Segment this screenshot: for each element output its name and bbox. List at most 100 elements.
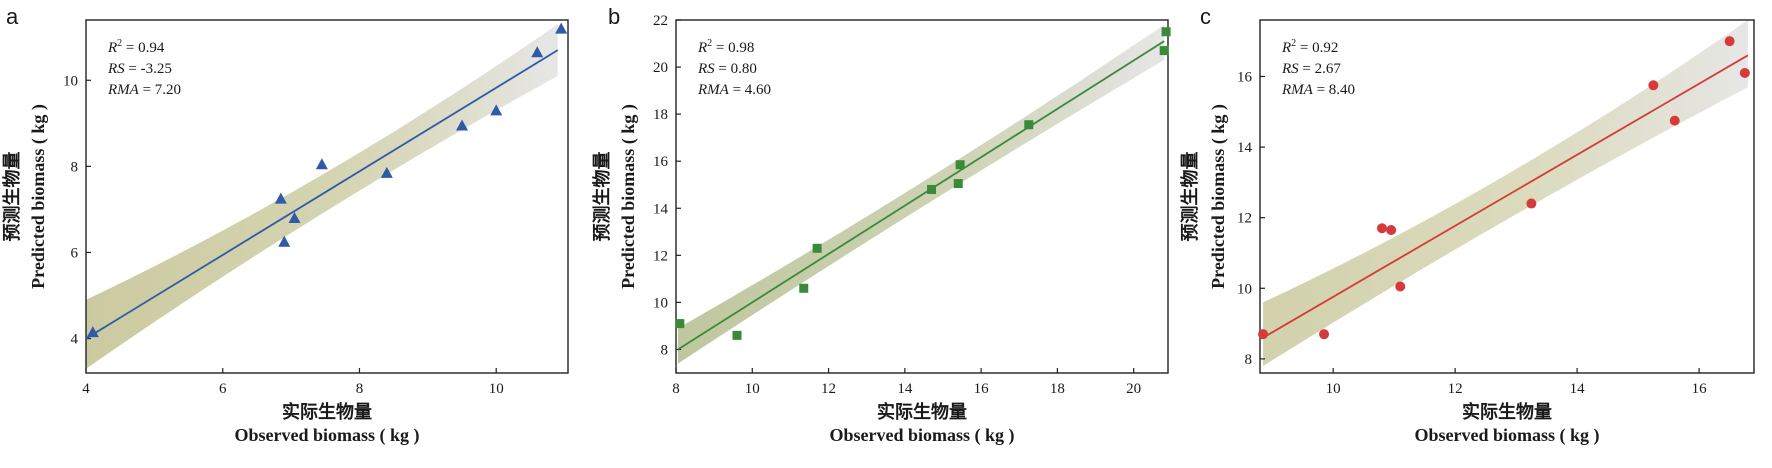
- x-tick-label: 12: [1448, 381, 1463, 397]
- stat-line: R2 = 0.92: [1281, 38, 1338, 56]
- regression-line: [677, 40, 1165, 351]
- x-axis-label-cn: 实际生物量: [1462, 401, 1552, 422]
- data-point: [380, 166, 393, 178]
- stat-superscript: 2: [117, 38, 122, 49]
- y-tick-label: 16: [653, 154, 669, 170]
- stat-value: = 4.60: [729, 82, 771, 98]
- data-point: [812, 243, 822, 253]
- x-tick-label: 10: [745, 381, 760, 397]
- data-point: [1376, 223, 1387, 234]
- x-axis-label-en: Observed biomass ( kg ): [1414, 425, 1599, 446]
- stat-label: RMA: [107, 82, 140, 98]
- y-tick-label: 6: [71, 245, 79, 261]
- y-tick-label: 18: [653, 107, 668, 123]
- y-tick-label: 14: [653, 201, 669, 217]
- data-point: [1395, 281, 1406, 292]
- stat-value: = 2.67: [1299, 61, 1342, 77]
- data-point: [278, 235, 291, 247]
- stat-superscript: 2: [707, 38, 712, 49]
- x-axis-label-cn: 实际生物量: [282, 401, 372, 422]
- x-tick-label: 6: [219, 381, 227, 397]
- data-point: [955, 160, 965, 170]
- confidence-band: [1263, 20, 1748, 366]
- data-point: [555, 22, 568, 34]
- data-point: [675, 319, 685, 329]
- x-tick-label: 10: [1326, 381, 1341, 397]
- y-axis-label-en: Predicted biomass ( kg ): [28, 104, 49, 289]
- stat-label: R: [697, 40, 707, 56]
- x-tick-label: 8: [356, 381, 364, 397]
- x-tick-label: 14: [897, 381, 913, 397]
- x-tick-label: 20: [1126, 381, 1141, 397]
- y-axis-label-en: Predicted biomass ( kg ): [618, 104, 639, 289]
- stat-value: = 0.94: [122, 40, 165, 56]
- panel-letter: b: [608, 4, 620, 29]
- plot-frame: [85, 19, 569, 374]
- x-axis-label-cn: 实际生物量: [877, 401, 967, 422]
- y-tick-label: 4: [71, 332, 79, 348]
- x-tick-label: 14: [1570, 381, 1586, 397]
- stat-value: = 7.20: [139, 82, 181, 98]
- y-tick-label: 8: [1245, 352, 1253, 368]
- data-point: [1739, 67, 1750, 78]
- stat-line: RMA = 8.40: [1281, 82, 1355, 98]
- panel-letter: c: [1200, 4, 1211, 29]
- data-point: [1161, 27, 1171, 37]
- y-axis-label-en: Predicted biomass ( kg ): [1208, 104, 1229, 289]
- stat-value: = 0.92: [1296, 40, 1338, 56]
- y-tick-label: 14: [1237, 140, 1253, 156]
- data-point: [288, 212, 301, 224]
- stat-superscript: 2: [1291, 38, 1296, 49]
- y-tick-label: 16: [1237, 69, 1253, 85]
- data-point: [456, 119, 469, 131]
- stat-line: RMA = 4.60: [697, 82, 771, 98]
- confidence-band: [677, 24, 1165, 364]
- data-point: [1024, 120, 1034, 130]
- x-axis-label-en: Observed biomass ( kg ): [829, 425, 1014, 446]
- regression-line: [85, 49, 559, 340]
- stat-label: RS: [1281, 61, 1299, 77]
- data-point: [953, 179, 963, 189]
- x-tick-label: 16: [1692, 381, 1708, 397]
- data-point: [1386, 225, 1397, 236]
- stat-line: RS = 2.67: [1281, 61, 1341, 77]
- panel-a: a 4 6 8 10 4 6 8 10 R2 = 0.94 RS = -3.25 RMA = 7.20…: [1, 4, 569, 446]
- y-axis-label-cn: 预测生物量: [591, 152, 612, 242]
- y-tick-label: 12: [653, 248, 668, 264]
- stat-value: = 0.98: [712, 40, 754, 56]
- stat-line: RMA = 7.20: [107, 82, 181, 98]
- y-tick-label: 22: [653, 13, 668, 29]
- x-tick-label: 16: [974, 381, 990, 397]
- x-tick-label: 8: [672, 381, 680, 397]
- stat-value: = 0.80: [715, 61, 757, 77]
- data-point: [1319, 329, 1330, 340]
- stat-label: RMA: [1281, 82, 1314, 98]
- y-tick-label: 20: [653, 60, 668, 76]
- stat-value: = 8.40: [1313, 82, 1355, 98]
- data-point: [1159, 46, 1169, 56]
- data-point: [274, 192, 287, 204]
- y-tick-label: 10: [1237, 281, 1252, 297]
- data-point: [315, 158, 328, 170]
- panel-b: b 8 10 12 14 16 18 20 8 10 12 14 16 18 20 22 R2 = 0.98 RS…: [591, 4, 1171, 446]
- data-point: [1669, 115, 1680, 126]
- data-point: [1724, 36, 1735, 47]
- stat-line: RS = -3.25: [107, 61, 172, 77]
- stat-label: R: [1281, 40, 1291, 56]
- y-tick-label: 10: [653, 295, 668, 311]
- data-point: [1526, 198, 1537, 209]
- x-tick-label: 4: [82, 381, 90, 397]
- y-tick-label: 8: [661, 342, 669, 358]
- y-tick-label: 10: [63, 73, 78, 89]
- x-tick-label: 10: [489, 381, 504, 397]
- plot-frame: [675, 19, 1169, 374]
- x-tick-label: 12: [821, 381, 836, 397]
- y-tick-label: 8: [71, 159, 79, 175]
- y-axis-label-cn: 预测生物量: [1, 152, 22, 242]
- panel-c: c 10 12 14 16 8 10 12 14 16 R2 = 0.92 RS = 2.67 RMA …: [1179, 4, 1755, 446]
- stat-label: RS: [107, 61, 125, 77]
- data-point: [799, 283, 809, 293]
- stat-line: RS = 0.80: [697, 61, 757, 77]
- x-axis-label-en: Observed biomass ( kg ): [234, 425, 419, 446]
